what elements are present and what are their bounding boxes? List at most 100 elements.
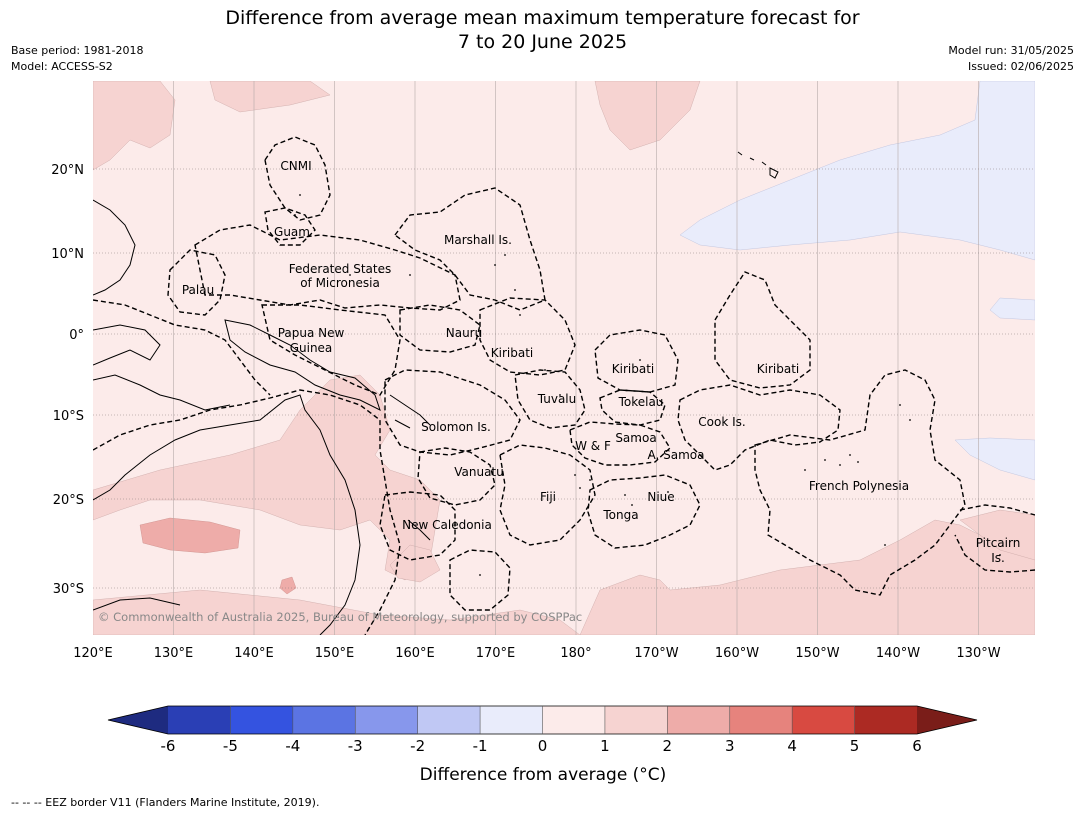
region-label-nauru: Nauru <box>446 326 482 340</box>
lon-tick-label: 130°W <box>956 646 1000 661</box>
coast-new-caledonia <box>407 519 431 541</box>
region-label-micronesia-2: of Micronesia <box>300 276 380 290</box>
region-label-pitcairn-2: Is. <box>991 551 1005 565</box>
region-label-fiji: Fiji <box>540 490 556 504</box>
region-label-cook: Cook Is. <box>698 415 745 429</box>
colorbar-tick-label: 5 <box>850 737 860 755</box>
anomaly-patch-north-central <box>594 81 701 151</box>
lon-tick-label: 170°W <box>634 646 678 661</box>
eez-indonesia <box>93 299 271 396</box>
coast-philippines <box>93 199 136 296</box>
region-label-samoa: Samoa <box>615 431 656 445</box>
model-name: Model: ACCESS-S2 <box>11 60 113 73</box>
colorbar-cell <box>667 706 731 734</box>
region-label-tonga: Tonga <box>602 508 638 522</box>
eez-kiribati-west <box>479 297 576 376</box>
lat-tick-label: 20°N <box>51 163 84 178</box>
colorbar-cell <box>355 706 419 734</box>
eez-micronesia <box>194 224 461 311</box>
longitude-tick-labels: 120°E 130°E 140°E 150°E 160°E 170°E 180° 170°W 1… <box>73 646 1000 661</box>
coast-new-guinea <box>224 319 381 411</box>
region-label-new-caledonia: New Caledonia <box>402 518 492 532</box>
copyright-text: © Commonwealth of Australia 2025, Bureau… <box>98 610 582 624</box>
region-label-palau: Palau <box>182 283 214 297</box>
model-run: Model run: 31/05/2025 <box>948 44 1074 57</box>
colorbar-cell <box>168 706 231 734</box>
lon-tick-label: 170°E <box>476 646 516 661</box>
eez-cook <box>677 384 841 471</box>
colorbar-tick-label: 3 <box>725 737 735 755</box>
colorbar-label: Difference from average (°C) <box>420 765 667 785</box>
footer-note: -- -- -- EEZ border V11 (Flanders Marine… <box>11 796 320 809</box>
colorbar-cell <box>230 706 294 734</box>
coast-hawaii <box>737 151 779 179</box>
lon-tick-label: 180° <box>560 646 591 661</box>
lat-tick-label: 20°S <box>53 493 84 508</box>
colorbar-cell <box>292 706 356 734</box>
lon-tick-label: 160°W <box>715 646 759 661</box>
region-label-marshall: Marshall Is. <box>444 233 512 247</box>
colorbar-tick-label: 4 <box>787 737 797 755</box>
small-islands <box>294 194 1001 576</box>
anomaly-patch-cool-east <box>989 297 1035 321</box>
lon-tick-label: 130°E <box>154 646 194 661</box>
region-label-png: Papua New <box>278 326 345 340</box>
coastlines <box>93 151 779 635</box>
lat-tick-label: 30°S <box>53 582 84 597</box>
coast-indonesia <box>93 324 161 366</box>
colorbar-cell <box>792 706 856 734</box>
colorbar-tick-label: 0 <box>538 737 548 755</box>
eez-tonga-niue <box>587 474 701 549</box>
colorbar-cell <box>729 706 793 734</box>
lon-tick-label: 150°W <box>795 646 839 661</box>
eez-cnmi <box>264 136 331 221</box>
region-label-cnmi: CNMI <box>280 159 311 173</box>
region-label-pitcairn: Pitcairn <box>976 536 1021 550</box>
colorbar-tick-label: -6 <box>161 737 176 755</box>
region-label-kiribati-east: Kiribati <box>757 362 799 376</box>
lat-tick-label: 10°N <box>51 247 84 262</box>
coast-borneo-sulawesi <box>93 374 231 411</box>
eez-borders <box>93 136 1035 635</box>
eez-french-polynesia <box>754 369 966 596</box>
region-label-kiribati-central: Kiribati <box>612 362 654 376</box>
lat-tick-label: 10°S <box>53 409 84 424</box>
base-period: Base period: 1981-2018 <box>11 44 144 57</box>
eez-pitcairn <box>954 504 1035 573</box>
eez-tokelau <box>599 389 666 426</box>
lat-tick-label: 0° <box>69 328 84 343</box>
colorbar-extend-high <box>917 706 977 734</box>
anomaly-patch-strong-small <box>279 576 297 595</box>
region-label-tokelau: Tokelau <box>618 395 664 409</box>
chart-title: Difference from average mean maximum tem… <box>0 6 1085 54</box>
anomaly-patch-southwest <box>93 589 581 635</box>
eez-kiribati-east <box>714 271 811 389</box>
coast-south-bottom <box>93 597 181 611</box>
lon-tick-label: 140°E <box>234 646 274 661</box>
region-label-png-2: Guinea <box>290 341 333 355</box>
meta-left: Base period: 1981-2018 Model: ACCESS-S2 <box>11 43 143 75</box>
region-labels: CNMI Guam Marshall Is. Federated States … <box>182 159 1020 565</box>
colorbar-tick-label: -2 <box>410 737 425 755</box>
eez-palau <box>167 249 226 316</box>
region-label-french-polynesia: French Polynesia <box>809 479 909 493</box>
anomaly-patch-strong-australia <box>139 517 241 554</box>
region-label-vanuatu: Vanuatu <box>454 465 504 479</box>
latitude-tick-labels: 20°N 10°N 0° 10°S 20°S 30°S <box>51 163 84 597</box>
eez-norfolk <box>449 549 511 611</box>
colorbar-cell <box>854 706 918 734</box>
colorbar-extend-low <box>108 706 168 734</box>
colorbar-cell <box>417 706 481 734</box>
colorbar-cell <box>604 706 668 734</box>
colorbar-tick-label: 2 <box>663 737 673 755</box>
lon-tick-label: 140°W <box>876 646 920 661</box>
coast-solomons <box>389 394 431 429</box>
lon-tick-label: 160°E <box>395 646 435 661</box>
meta-right: Model run: 31/05/2025 Issued: 02/06/2025 <box>948 43 1074 75</box>
eez-tuvalu <box>514 369 586 429</box>
region-label-guam: Guam <box>274 225 310 239</box>
title-line-1: Difference from average mean maximum tem… <box>225 7 860 29</box>
anomaly-patch-cool-northeast <box>679 81 1035 261</box>
eez-samoa-wf <box>569 421 671 466</box>
